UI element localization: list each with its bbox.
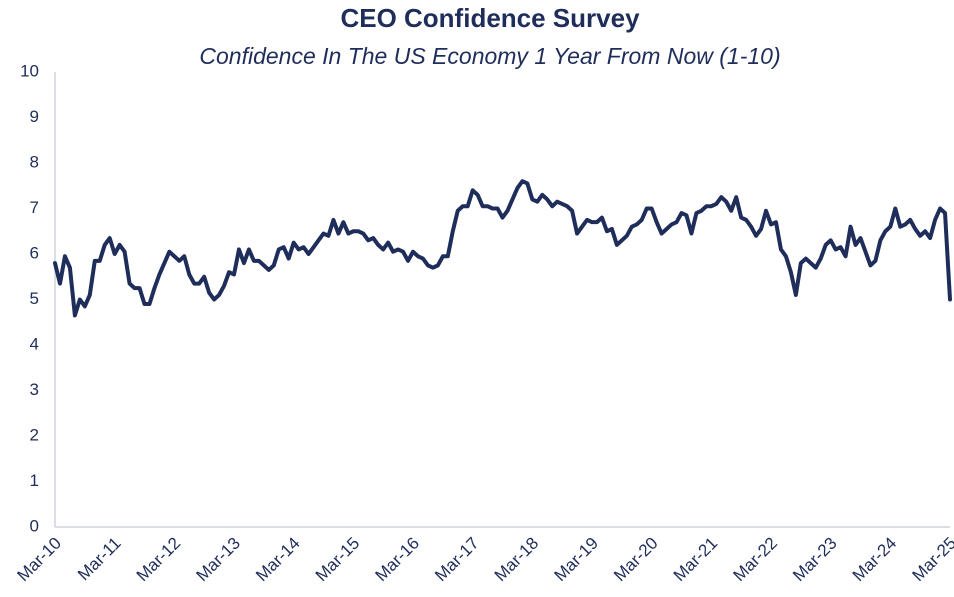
y-tick-label: 0: [30, 516, 39, 535]
x-tick-label: Mar-25: [908, 534, 954, 586]
chart-subtitle: Confidence In The US Economy 1 Year From…: [199, 43, 780, 69]
y-tick-label: 10: [20, 61, 39, 80]
x-tick-label: Mar-12: [133, 534, 185, 586]
x-tick-label: Mar-20: [610, 534, 662, 586]
x-tick-label: Mar-23: [789, 534, 841, 586]
x-tick-label: Mar-14: [252, 534, 304, 586]
x-tick-label: Mar-18: [491, 534, 543, 586]
y-tick-label: 9: [30, 107, 39, 126]
chart-title: CEO Confidence Survey: [340, 3, 640, 33]
x-tick-label: Mar-15: [312, 534, 364, 586]
y-tick-label: 3: [30, 380, 39, 399]
y-tick-label: 4: [30, 334, 39, 353]
data-line: [53, 179, 952, 318]
y-tick-label: 8: [30, 152, 39, 171]
y-tick-label: 6: [30, 243, 39, 262]
y-tick-label: 7: [30, 198, 39, 217]
y-tick-label: 5: [30, 289, 39, 308]
x-tick-label: Mar-19: [550, 534, 602, 586]
x-tick-label: Mar-17: [431, 534, 483, 586]
x-tick-label: Mar-11: [74, 534, 125, 585]
x-tick-label: Mar-10: [13, 534, 65, 586]
x-tick-label: Mar-16: [371, 534, 423, 586]
y-tick-label: 1: [30, 471, 39, 490]
x-tick-label: Mar-24: [849, 534, 901, 586]
x-tick-label: Mar-13: [192, 534, 244, 586]
x-tick-label: Mar-22: [729, 534, 781, 586]
y-tick-label: 2: [30, 425, 39, 444]
x-tick-label: Mar-21: [670, 534, 722, 586]
